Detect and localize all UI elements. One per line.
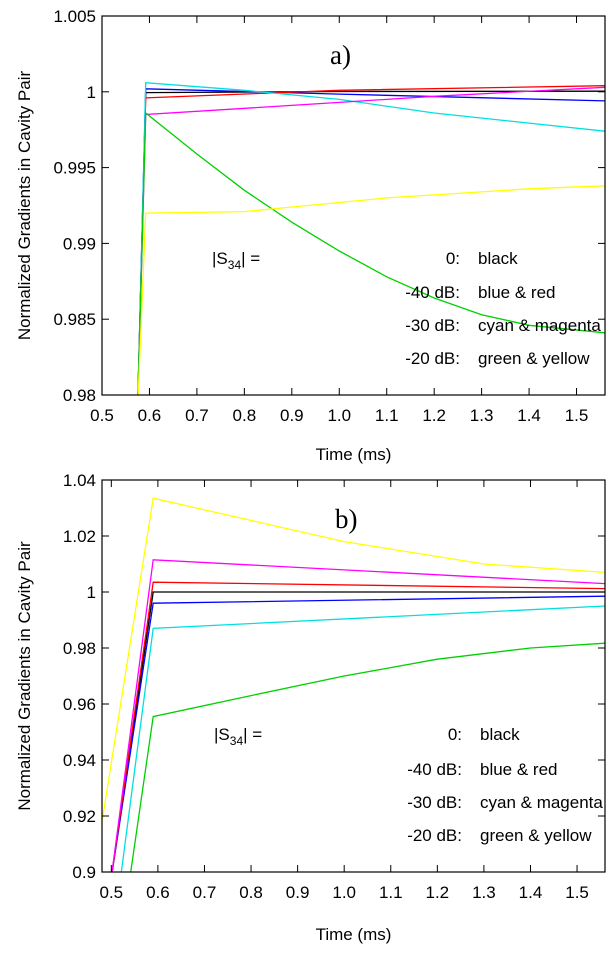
- legend-value: -40 dB:: [407, 760, 462, 779]
- x-tick-label: 1.5: [565, 883, 589, 902]
- series-line-4: [111, 559, 605, 872]
- x-axis-label: Time (ms): [316, 445, 392, 464]
- series-line-5: [137, 111, 605, 395]
- x-tick-label: 0.9: [280, 406, 304, 425]
- y-tick-label: 0.99: [63, 234, 96, 253]
- legend-sparam-label: |S34| =: [214, 725, 262, 748]
- legend-value: -30 dB:: [407, 793, 462, 812]
- legend-block: |S34| = 0: black -40 dB: blue & red -30 dB: cy…: [212, 249, 601, 368]
- y-tick-label: 0.985: [53, 310, 96, 329]
- legend-desc: cyan & magenta: [478, 316, 601, 335]
- legend-desc: green & yellow: [478, 349, 590, 368]
- x-tick-label: 0.8: [233, 406, 257, 425]
- x-tick-label: 1.1: [379, 883, 403, 902]
- panel-annotation: b): [335, 504, 358, 534]
- y-tick-label: 0.98: [63, 639, 96, 658]
- y-tick-label: 0.96: [63, 695, 96, 714]
- x-tick-label: 0.7: [193, 883, 217, 902]
- y-tick-label: 1: [87, 583, 96, 602]
- series-line-6: [102, 497, 605, 822]
- y-tick-label: 0.9: [72, 863, 96, 882]
- x-tick-label: 1.3: [472, 883, 496, 902]
- x-tick-label: 0.9: [286, 883, 310, 902]
- x-tick-label: 1.0: [332, 883, 356, 902]
- y-tick-label: 1: [87, 83, 96, 102]
- series-line-6: [137, 185, 605, 395]
- x-tick-label: 0.6: [138, 406, 162, 425]
- legend-value: 0:: [448, 725, 462, 744]
- x-tick-label: 0.6: [146, 883, 170, 902]
- y-tick-label: 0.94: [63, 751, 96, 770]
- y-tick-label: 0.995: [53, 159, 96, 178]
- series-line-3: [120, 605, 605, 872]
- series-group: [137, 81, 605, 395]
- y-tick-label: 0.92: [63, 807, 96, 826]
- legend-desc: blue & red: [478, 283, 556, 302]
- x-tick-label: 1.4: [517, 406, 541, 425]
- panel-annotation: a): [330, 40, 351, 70]
- series-line-3: [137, 81, 605, 395]
- x-tick-label: 1.2: [422, 406, 446, 425]
- legend-desc: blue & red: [480, 760, 558, 779]
- y-tick-label: 1.04: [63, 471, 96, 490]
- y-tick-label: 1.005: [53, 7, 96, 26]
- x-tick-label: 0.5: [99, 883, 123, 902]
- series-line-2: [111, 581, 605, 872]
- y-tick-label: 1.02: [63, 527, 96, 546]
- x-tick-label: 1.5: [565, 406, 589, 425]
- y-axis-label: Normalized Gradients in Cavity Pair: [15, 71, 34, 341]
- x-tick-label: 0.8: [239, 883, 263, 902]
- legend-desc: green & yellow: [480, 826, 592, 845]
- legend-value: -40 dB:: [405, 283, 460, 302]
- legend-value: -20 dB:: [407, 826, 462, 845]
- x-tick-label: 1.3: [470, 406, 494, 425]
- x-tick-label: 1.2: [426, 883, 450, 902]
- legend-desc: black: [480, 725, 520, 744]
- legend-value: -30 dB:: [405, 316, 460, 335]
- legend-value: 0:: [446, 249, 460, 268]
- x-tick-label: 1.1: [375, 406, 399, 425]
- x-tick-label: 0.7: [185, 406, 209, 425]
- x-tick-label: 0.5: [90, 406, 114, 425]
- plot-frame: [101, 479, 606, 873]
- series-line-1: [111, 595, 605, 872]
- y-tick-label: 0.98: [63, 386, 96, 405]
- legend-block: |S34| = 0: black -40 dB: blue & red -30 dB: cy…: [214, 725, 603, 845]
- x-axis-label: Time (ms): [316, 925, 392, 944]
- chart-panel-b: 0.5 0.6 0.7 0.8 0.9 1.0 1.1 1.2 1.3 1.4 1.5 0.9 0.92…: [15, 471, 606, 944]
- series-group: [102, 497, 605, 872]
- legend-desc: black: [478, 249, 518, 268]
- chart-panel-a: 0.5 0.6 0.7 0.8 0.9 1.0 1.1 1.2 1.3 1.4 1.5 0.98 0.9…: [15, 7, 606, 464]
- plot-frame: [101, 15, 606, 396]
- x-tick-label: 1.4: [519, 883, 543, 902]
- legend-value: -20 dB:: [405, 349, 460, 368]
- legend-sparam-label: |S34| =: [212, 249, 260, 272]
- x-tick-label: 1.0: [327, 406, 351, 425]
- series-line-5: [130, 642, 605, 872]
- y-axis-label: Normalized Gradients in Cavity Pair: [15, 541, 34, 811]
- legend-desc: cyan & magenta: [480, 793, 603, 812]
